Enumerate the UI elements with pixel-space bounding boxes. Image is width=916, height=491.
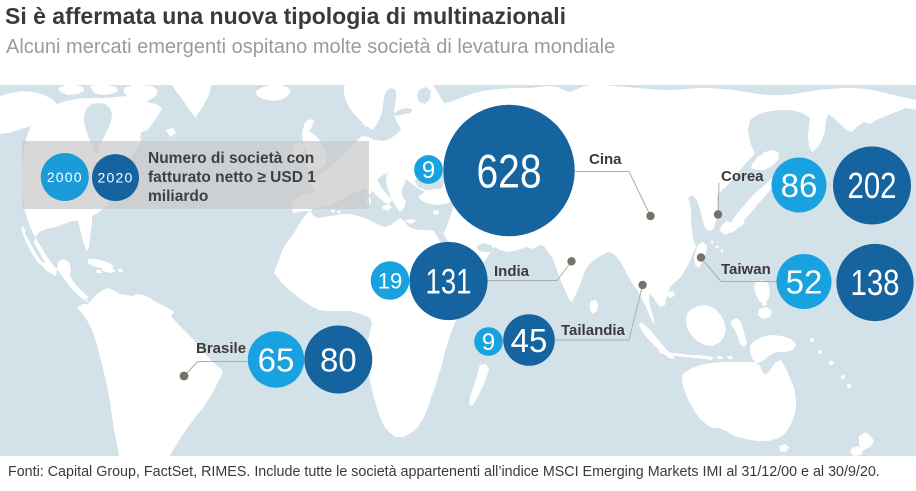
svg-text:miliardo: miliardo (148, 188, 208, 205)
svg-text:Brasile: Brasile (196, 340, 246, 357)
svg-text:131: 131 (426, 263, 472, 302)
svg-text:80: 80 (320, 342, 357, 379)
svg-text:52: 52 (786, 264, 823, 301)
svg-text:45: 45 (511, 322, 548, 359)
svg-text:India: India (494, 263, 530, 280)
svg-text:65: 65 (258, 342, 295, 379)
svg-text:9: 9 (422, 157, 435, 184)
svg-text:Taiwan: Taiwan (721, 261, 771, 278)
svg-text:Tailandia: Tailandia (561, 322, 626, 339)
svg-text:2000: 2000 (47, 169, 83, 185)
svg-text:2020: 2020 (98, 170, 134, 186)
svg-text:9: 9 (482, 329, 495, 356)
svg-text:202: 202 (848, 165, 897, 206)
svg-text:fatturato netto ≥ USD 1: fatturato netto ≥ USD 1 (148, 169, 316, 186)
svg-text:628: 628 (477, 145, 542, 198)
svg-text:19: 19 (378, 269, 402, 294)
svg-text:Numero di società con: Numero di società con (148, 150, 314, 167)
svg-text:Corea: Corea (721, 168, 764, 185)
svg-text:86: 86 (781, 167, 818, 204)
svg-text:138: 138 (851, 262, 900, 303)
svg-text:Cina: Cina (589, 151, 622, 168)
